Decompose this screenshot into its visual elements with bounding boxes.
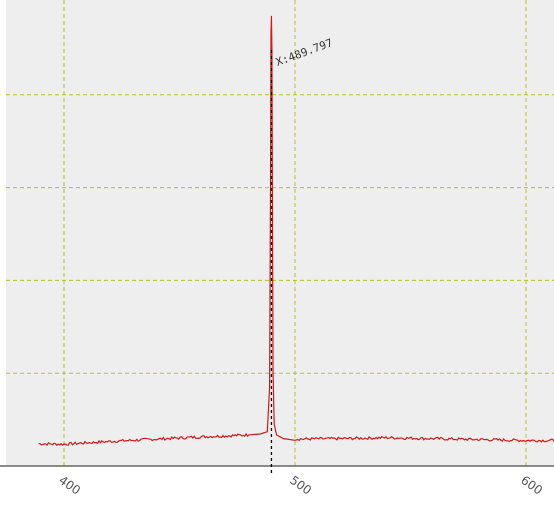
x-tick-label: 400 — [56, 473, 83, 498]
marker-label: X:489.797 — [274, 36, 334, 69]
x-axis-strip — [0, 466, 554, 506]
series-line-0 — [38, 15, 554, 447]
plot-area — [6, 0, 554, 466]
x-tick-label: 600 — [518, 473, 545, 498]
x-tick-label: 500 — [287, 473, 314, 498]
